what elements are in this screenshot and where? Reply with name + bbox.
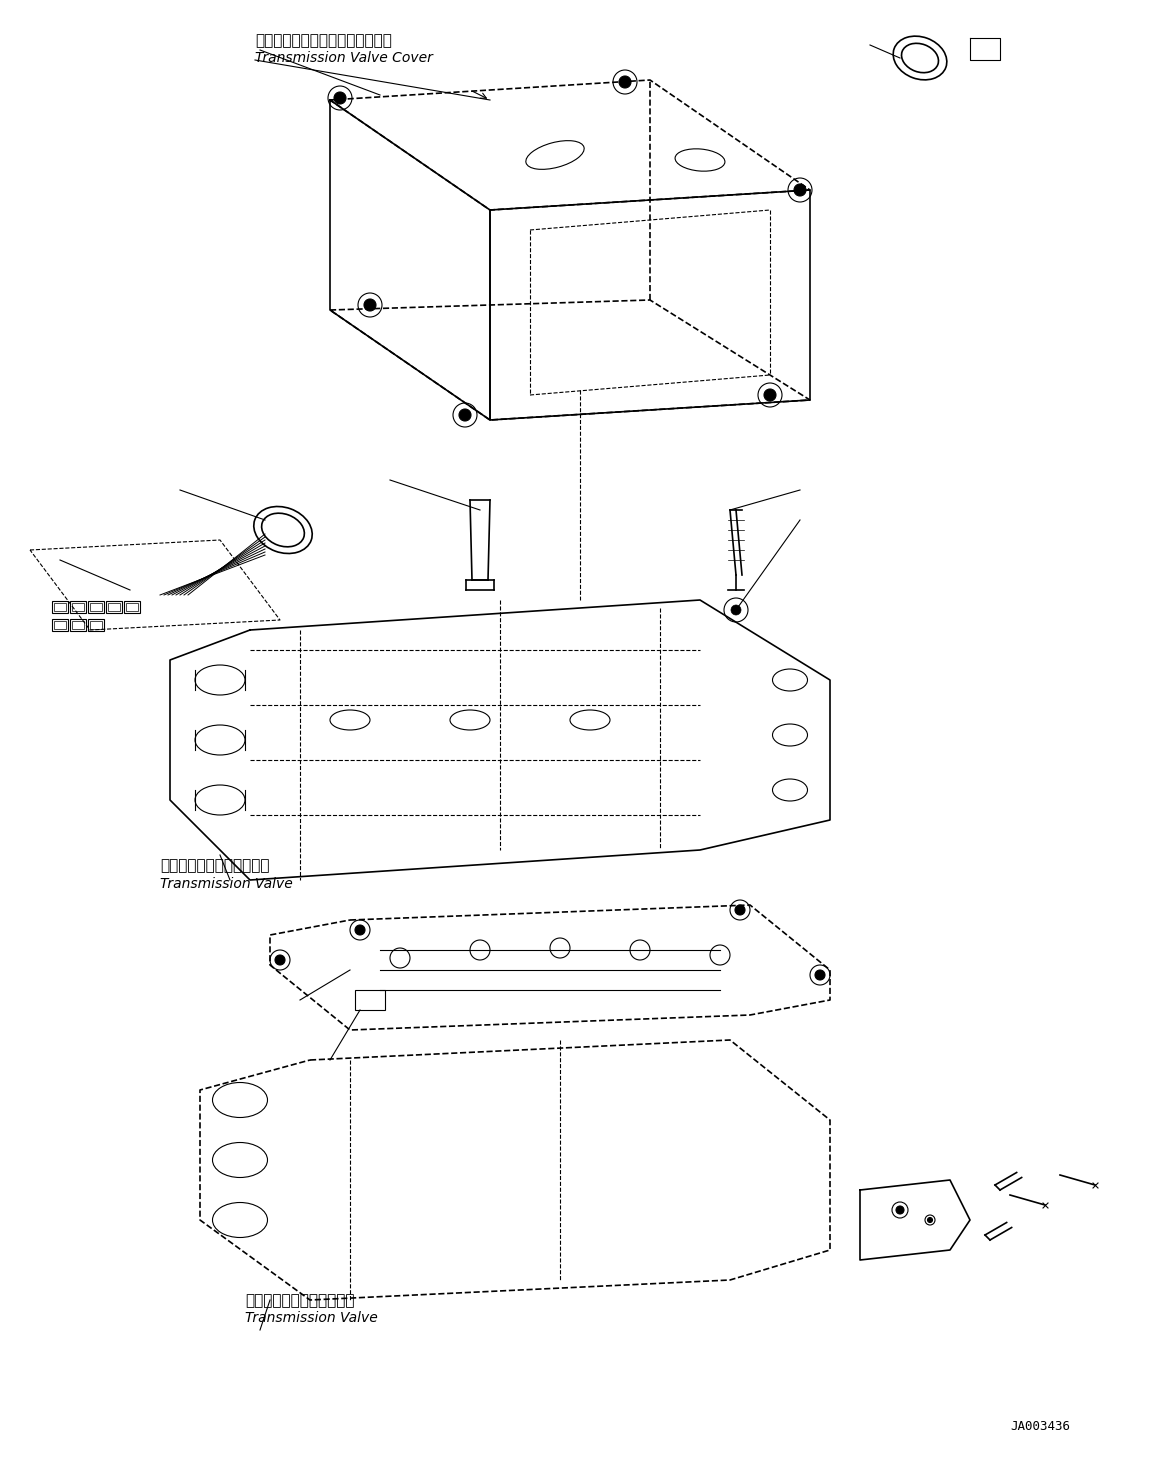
Bar [90, 604, 102, 611]
Circle shape [764, 389, 776, 401]
Circle shape [794, 184, 806, 195]
Bar [90, 621, 102, 628]
Circle shape [896, 1206, 904, 1215]
Bar [54, 621, 66, 628]
Text: Transmission Valve Cover: Transmission Valve Cover [255, 51, 433, 66]
Bar [88, 620, 104, 631]
Circle shape [334, 92, 346, 104]
Bar [106, 601, 121, 612]
Bar [52, 601, 68, 612]
Bar [72, 604, 84, 611]
Text: JA003436: JA003436 [1010, 1420, 1070, 1433]
Bar [88, 601, 104, 612]
Bar [71, 620, 86, 631]
Circle shape [364, 299, 376, 311]
Bar [124, 601, 140, 612]
Circle shape [731, 605, 740, 615]
Circle shape [355, 924, 364, 935]
Text: Transmission Valve: Transmission Valve [160, 878, 293, 891]
Bar [355, 990, 385, 1010]
Bar [108, 604, 120, 611]
Bar [71, 601, 86, 612]
Text: Transmission Valve: Transmission Valve [245, 1311, 377, 1325]
Bar [52, 620, 68, 631]
Text: トランスミッションバルブ: トランスミッションバルブ [245, 1293, 354, 1308]
Bar [54, 604, 66, 611]
Circle shape [459, 410, 471, 421]
Text: トランスミッションバルブカバー: トランスミッションバルブカバー [255, 34, 392, 48]
Circle shape [275, 955, 285, 965]
Bar [126, 604, 138, 611]
Circle shape [928, 1217, 933, 1222]
Text: トランスミッションバルブ: トランスミッションバルブ [160, 857, 270, 873]
Circle shape [815, 970, 825, 980]
Circle shape [619, 76, 631, 87]
Circle shape [735, 905, 745, 916]
Bar [72, 621, 84, 628]
